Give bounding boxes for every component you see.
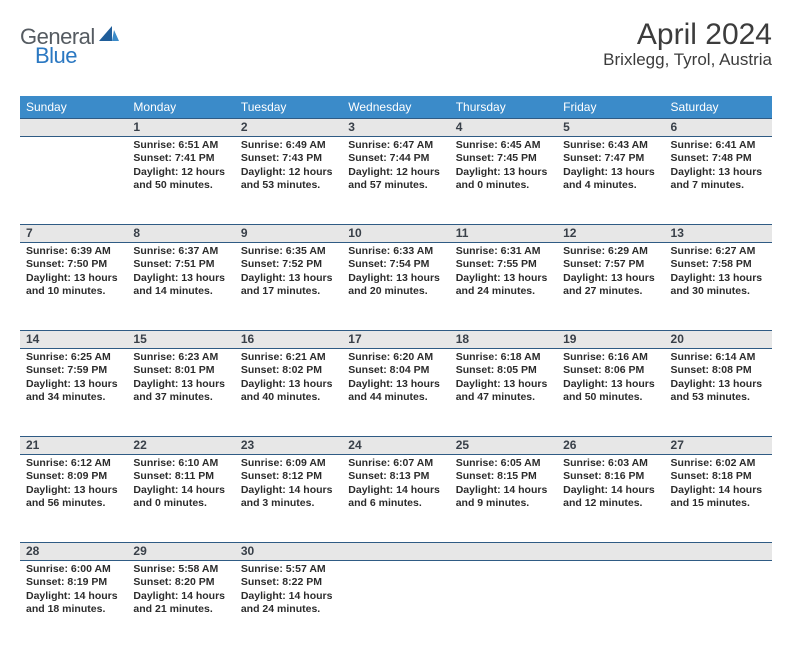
day-content-cell: [450, 561, 557, 649]
day-content-cell: Sunrise: 6:27 AMSunset: 7:58 PMDaylight:…: [665, 243, 772, 331]
day-number-cell: 11: [450, 225, 557, 243]
day-number-cell: 24: [342, 437, 449, 455]
day-number-cell: 25: [450, 437, 557, 455]
day-number-row: 21222324252627: [20, 437, 772, 455]
day-content-cell: Sunrise: 6:37 AMSunset: 7:51 PMDaylight:…: [127, 243, 234, 331]
day-number-cell: 13: [665, 225, 772, 243]
day-number-cell: 15: [127, 331, 234, 349]
day-content-cell: Sunrise: 5:58 AMSunset: 8:20 PMDaylight:…: [127, 561, 234, 649]
day-content-row: Sunrise: 6:51 AMSunset: 7:41 PMDaylight:…: [20, 137, 772, 225]
day-content-cell: Sunrise: 6:05 AMSunset: 8:15 PMDaylight:…: [450, 455, 557, 543]
day-content-row: Sunrise: 6:39 AMSunset: 7:50 PMDaylight:…: [20, 243, 772, 331]
day-number-cell: 5: [557, 119, 664, 137]
day-content-cell: Sunrise: 6:43 AMSunset: 7:47 PMDaylight:…: [557, 137, 664, 225]
day-number-cell: 14: [20, 331, 127, 349]
title-block: April 2024 Brixlegg, Tyrol, Austria: [603, 18, 772, 70]
day-content-cell: Sunrise: 6:45 AMSunset: 7:45 PMDaylight:…: [450, 137, 557, 225]
day-number-cell: 16: [235, 331, 342, 349]
logo-sail-icon: [99, 26, 119, 47]
weekday-header: Monday: [127, 96, 234, 119]
day-number-cell: 29: [127, 543, 234, 561]
day-number-cell: 22: [127, 437, 234, 455]
weekday-header: Friday: [557, 96, 664, 119]
day-content-cell: Sunrise: 6:39 AMSunset: 7:50 PMDaylight:…: [20, 243, 127, 331]
weekday-header-row: Sunday Monday Tuesday Wednesday Thursday…: [20, 96, 772, 119]
day-number-cell: 2: [235, 119, 342, 137]
location: Brixlegg, Tyrol, Austria: [603, 50, 772, 70]
day-content-cell: Sunrise: 6:10 AMSunset: 8:11 PMDaylight:…: [127, 455, 234, 543]
day-number-cell: 9: [235, 225, 342, 243]
day-number-row: 78910111213: [20, 225, 772, 243]
day-content-cell: Sunrise: 6:20 AMSunset: 8:04 PMDaylight:…: [342, 349, 449, 437]
day-content-cell: Sunrise: 6:31 AMSunset: 7:55 PMDaylight:…: [450, 243, 557, 331]
day-content-cell: Sunrise: 6:25 AMSunset: 7:59 PMDaylight:…: [20, 349, 127, 437]
day-number-cell: 19: [557, 331, 664, 349]
day-content-cell: Sunrise: 6:35 AMSunset: 7:52 PMDaylight:…: [235, 243, 342, 331]
day-number-row: 123456: [20, 119, 772, 137]
day-content-cell: Sunrise: 6:14 AMSunset: 8:08 PMDaylight:…: [665, 349, 772, 437]
day-number-cell: 10: [342, 225, 449, 243]
day-content-cell: Sunrise: 6:02 AMSunset: 8:18 PMDaylight:…: [665, 455, 772, 543]
weekday-header: Thursday: [450, 96, 557, 119]
weekday-header: Saturday: [665, 96, 772, 119]
day-number-cell: 26: [557, 437, 664, 455]
day-number-cell: 30: [235, 543, 342, 561]
day-number-cell: 28: [20, 543, 127, 561]
calendar-body: 123456Sunrise: 6:51 AMSunset: 7:41 PMDay…: [20, 119, 772, 649]
logo-accent-row: Blue: [35, 43, 77, 69]
day-number-cell: 12: [557, 225, 664, 243]
day-number-cell: [450, 543, 557, 561]
day-number-row: 14151617181920: [20, 331, 772, 349]
day-content-cell: Sunrise: 6:09 AMSunset: 8:12 PMDaylight:…: [235, 455, 342, 543]
day-content-cell: Sunrise: 6:03 AMSunset: 8:16 PMDaylight:…: [557, 455, 664, 543]
day-number-cell: 7: [20, 225, 127, 243]
day-content-row: Sunrise: 6:00 AMSunset: 8:19 PMDaylight:…: [20, 561, 772, 649]
day-content-cell: Sunrise: 6:00 AMSunset: 8:19 PMDaylight:…: [20, 561, 127, 649]
day-content-cell: [342, 561, 449, 649]
day-content-cell: [20, 137, 127, 225]
day-content-cell: Sunrise: 6:33 AMSunset: 7:54 PMDaylight:…: [342, 243, 449, 331]
weekday-header: Tuesday: [235, 96, 342, 119]
header: General April 2024 Brixlegg, Tyrol, Aust…: [20, 18, 772, 70]
day-content-cell: Sunrise: 6:16 AMSunset: 8:06 PMDaylight:…: [557, 349, 664, 437]
day-number-row: 282930: [20, 543, 772, 561]
day-number-cell: 8: [127, 225, 234, 243]
day-content-cell: Sunrise: 6:07 AMSunset: 8:13 PMDaylight:…: [342, 455, 449, 543]
day-number-cell: 18: [450, 331, 557, 349]
day-number-cell: 21: [20, 437, 127, 455]
weekday-header: Wednesday: [342, 96, 449, 119]
day-content-cell: Sunrise: 6:29 AMSunset: 7:57 PMDaylight:…: [557, 243, 664, 331]
day-number-cell: 1: [127, 119, 234, 137]
day-content-cell: Sunrise: 5:57 AMSunset: 8:22 PMDaylight:…: [235, 561, 342, 649]
day-content-cell: Sunrise: 6:18 AMSunset: 8:05 PMDaylight:…: [450, 349, 557, 437]
day-number-cell: 6: [665, 119, 772, 137]
weekday-header: Sunday: [20, 96, 127, 119]
day-content-row: Sunrise: 6:12 AMSunset: 8:09 PMDaylight:…: [20, 455, 772, 543]
day-content-cell: [665, 561, 772, 649]
day-number-cell: 27: [665, 437, 772, 455]
day-content-cell: Sunrise: 6:47 AMSunset: 7:44 PMDaylight:…: [342, 137, 449, 225]
month-title: April 2024: [603, 18, 772, 52]
logo-text-blue: Blue: [35, 43, 77, 68]
day-number-cell: 3: [342, 119, 449, 137]
day-number-cell: 17: [342, 331, 449, 349]
day-content-row: Sunrise: 6:25 AMSunset: 7:59 PMDaylight:…: [20, 349, 772, 437]
day-content-cell: Sunrise: 6:12 AMSunset: 8:09 PMDaylight:…: [20, 455, 127, 543]
day-number-cell: [342, 543, 449, 561]
day-content-cell: Sunrise: 6:49 AMSunset: 7:43 PMDaylight:…: [235, 137, 342, 225]
day-content-cell: Sunrise: 6:51 AMSunset: 7:41 PMDaylight:…: [127, 137, 234, 225]
day-content-cell: [557, 561, 664, 649]
day-content-cell: Sunrise: 6:41 AMSunset: 7:48 PMDaylight:…: [665, 137, 772, 225]
calendar-table: Sunday Monday Tuesday Wednesday Thursday…: [20, 96, 772, 649]
day-number-cell: 23: [235, 437, 342, 455]
day-number-cell: [557, 543, 664, 561]
day-number-cell: 4: [450, 119, 557, 137]
day-number-cell: [20, 119, 127, 137]
day-content-cell: Sunrise: 6:23 AMSunset: 8:01 PMDaylight:…: [127, 349, 234, 437]
day-content-cell: Sunrise: 6:21 AMSunset: 8:02 PMDaylight:…: [235, 349, 342, 437]
day-number-cell: 20: [665, 331, 772, 349]
day-number-cell: [665, 543, 772, 561]
